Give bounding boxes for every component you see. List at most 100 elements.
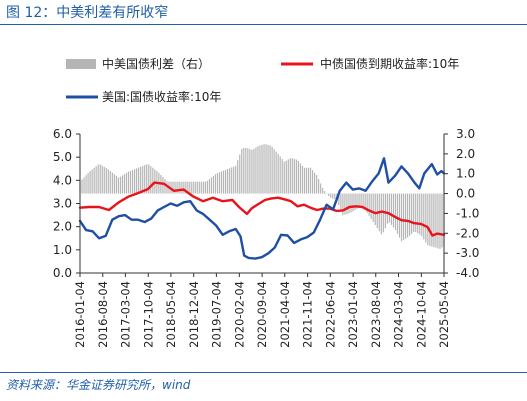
right-tick-label: 3.0 [456,127,475,141]
spread-bar [180,181,182,194]
spread-bar [425,193,427,243]
x-tick-label: 2024-03-04 [392,281,406,348]
spread-bar [255,147,257,194]
spread-bar [140,166,142,194]
spread-bar [324,191,326,194]
spread-bar [305,167,308,194]
x-tick-label: 2017-03-04 [118,281,132,348]
spread-bar [239,154,241,194]
left-tick-label: 3.0 [53,197,72,211]
spread-bar [330,193,332,198]
spread-bar [216,173,219,194]
spread-bar [265,144,267,194]
spread-bar [257,146,259,194]
spread-bar [390,193,393,225]
spread-bar [231,167,233,194]
x-tick-label: 2021-11-04 [301,281,315,348]
spread-bar [413,193,415,233]
spread-bar [214,174,217,194]
spread-bar [131,170,134,194]
spread-bar [352,193,354,212]
spread-bar [93,167,95,194]
spread-bar [103,166,105,194]
left-tick-label: 2.0 [53,220,72,234]
footer-divider [0,372,527,374]
spread-bar [148,164,150,194]
spread-bar [85,175,87,194]
spread-bar [121,175,124,194]
spread-bar [134,169,136,194]
spread-bar [105,168,107,194]
spread-bar [376,193,378,229]
spread-bar [338,193,340,206]
spread-bar [119,176,122,194]
spread-bar [350,193,352,213]
spread-bar [273,149,275,194]
spread-bar [322,187,324,194]
spread-bar [421,193,423,237]
spread-bar [362,193,364,207]
spread-bar [269,145,271,194]
spread-bar [123,174,126,194]
spread-bar [235,165,237,194]
spread-bar [358,193,360,208]
spread-bar [291,158,293,194]
spread-bar [346,193,348,215]
spread-bar [99,164,101,194]
spread-bar [95,166,97,194]
spread-bar [188,181,190,194]
spread-bar [368,193,370,216]
spread-bar [198,181,200,194]
spread-bar [394,193,397,231]
spread-bar [190,181,192,194]
spread-bar [344,193,346,215]
spread-bar [307,167,310,194]
spread-bar [107,169,109,194]
title-divider [0,24,527,26]
spread-bar [313,172,316,194]
spread-bar [162,177,164,194]
spread-bar [138,167,140,194]
x-tick-label: 2016-01-04 [73,281,87,348]
right-tick-label: -2.0 [456,226,479,240]
spread-bar [374,193,376,226]
yield-lines [78,157,446,260]
spread-bar [136,168,138,194]
x-tick-label: 2025-05-04 [437,281,451,348]
spread-bar [277,153,279,194]
spread-bar [320,183,322,194]
left-tick-label: 0.0 [53,266,72,280]
spread-bar [380,193,382,235]
spread-bar [227,169,229,194]
spread-bar [261,144,263,194]
spread-bar [271,146,273,194]
spread-bar [89,171,91,194]
spread-bar [423,193,425,240]
spread-bar [429,193,431,246]
spread-bar [404,193,407,239]
spread-bar [340,193,342,211]
spread-bar [83,177,85,194]
right-tick-label: -4.0 [456,266,479,280]
spread-bar [81,179,83,194]
spread-bar [166,181,168,194]
spread-bar [303,167,306,194]
spread-bar [407,193,409,238]
spread-bar [415,193,417,233]
legend-item: 中债国债到期收益率:10年 [281,56,459,71]
spread-bar [117,177,120,194]
x-tick-label: 2018-12-04 [187,281,201,348]
spread-bar [409,193,411,236]
spread-bar [431,193,433,247]
spread-bar [109,170,111,194]
spread-bar [200,181,202,194]
spread-bars [79,144,445,250]
spread-bar [299,163,302,194]
spread-bar [97,164,99,194]
spread-bar [194,181,196,194]
spread-bar [229,168,231,194]
x-tick-label: 2021-04-04 [278,281,292,348]
right-tick-label: -3.0 [456,246,479,260]
spread-bar [439,193,441,250]
spread-bar [318,179,320,194]
